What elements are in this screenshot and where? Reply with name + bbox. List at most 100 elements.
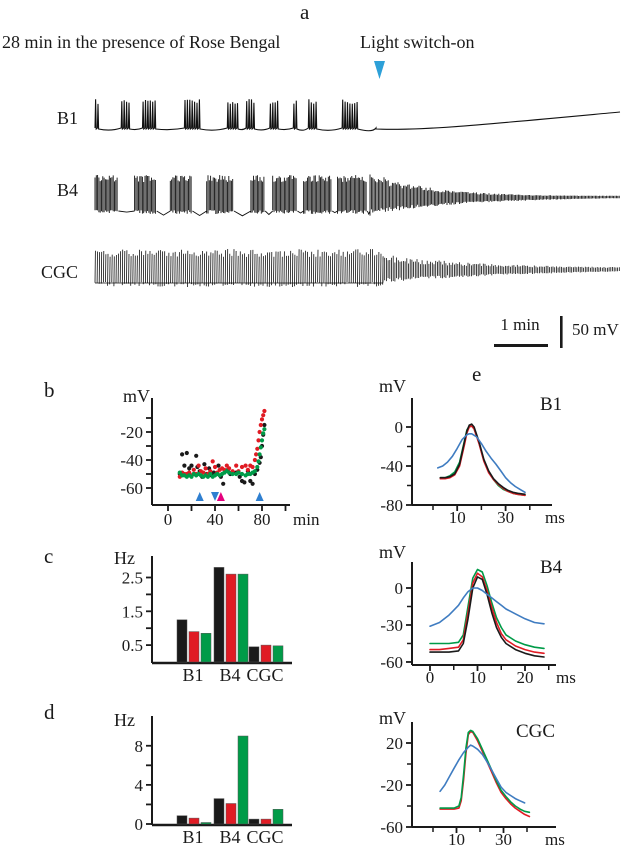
b-point-green: [236, 470, 241, 475]
b-point-black: [187, 466, 192, 471]
b-point-black: [194, 453, 199, 458]
d-bar-CGC-red: [260, 818, 272, 825]
b-point-black: [180, 452, 185, 457]
b-ytick-label: -40: [120, 451, 143, 470]
d-category-label: B4: [219, 827, 240, 847]
c-bar-CGC-green: [272, 645, 284, 663]
panel-b-scatter: mV -20 -40 -60 0 40 80 min: [120, 386, 320, 529]
b-xtick-label: 80: [254, 510, 271, 529]
c-ytick-label: 2.5: [122, 569, 143, 588]
b-point-red: [257, 429, 262, 435]
b-point-red: [258, 422, 263, 428]
e-xtick-label: 0: [426, 668, 435, 687]
e-plot-title: B4: [540, 557, 563, 578]
b-point-black: [184, 450, 189, 456]
cgc-trace: [94, 248, 620, 288]
e-curve-black: [439, 423, 526, 496]
e-ytick-label: -60: [380, 653, 403, 672]
b-point-red: [252, 457, 257, 463]
e-xtick-label: 10: [449, 508, 466, 527]
d-ytick-label: 4: [135, 776, 144, 795]
time-scalebar: [494, 344, 548, 347]
panel-d-letter: d: [44, 700, 55, 724]
e-curve-red: [429, 572, 545, 655]
e-ytick-label: -20: [380, 776, 403, 795]
b-point-red: [245, 467, 250, 472]
b-point-red: [250, 464, 255, 470]
d-bar-B4-black: [213, 798, 225, 825]
b-point-green: [239, 471, 245, 477]
b-point-green: [259, 438, 265, 443]
scalebar-time-label: 1 min: [500, 315, 540, 334]
c-ylabel: Hz: [114, 548, 135, 568]
c-ytick-label: 0.5: [122, 636, 143, 655]
b-point-black: [202, 462, 207, 467]
b-xlabel: min: [293, 510, 320, 529]
b-point-red: [254, 452, 259, 457]
panel-b-letter: b: [44, 378, 55, 402]
d-category-label: B1: [182, 827, 203, 847]
e-plot-title: CGC: [516, 721, 555, 742]
e-ytick-label: 20: [386, 734, 403, 753]
trace-label-b1: B1: [56, 108, 78, 128]
b4-trace: [94, 174, 620, 217]
b-point-red: [243, 463, 248, 468]
panel-c-bars: Hz 0.5 1.5 2.5 B1 B4 CGC: [114, 548, 292, 685]
e-ytick-label: 0: [395, 418, 404, 437]
d-category-label: CGC: [246, 827, 283, 847]
d-bar-B4-green: [237, 735, 249, 825]
b-point-black: [216, 463, 221, 468]
b-point-red: [212, 464, 218, 470]
b-point-red: [234, 463, 239, 468]
c-ytick-label: 1.5: [122, 602, 143, 621]
panel-e-plot-B1: mV B1 0 -40 -80 10 30 ms: [379, 376, 565, 527]
b-point-green: [205, 474, 210, 479]
panel-a-traces: [94, 61, 621, 348]
b-marker-up-icon: [255, 492, 264, 501]
b-point-black: [262, 422, 267, 428]
b-point-black: [237, 474, 242, 479]
light-switch-arrow-icon: [374, 61, 385, 79]
b-point-green: [227, 470, 232, 475]
panel-c-letter: c: [44, 544, 54, 568]
e-xlabel: ms: [556, 668, 576, 687]
b-point-red: [227, 466, 232, 471]
b-point-green: [261, 431, 266, 436]
d-ytick-label: 0: [135, 815, 144, 834]
b-point-black: [250, 481, 255, 486]
b-point-red: [224, 463, 229, 468]
b-point-red: [261, 413, 266, 418]
e-ytick-label: -40: [380, 457, 403, 476]
e-xtick-label: 20: [517, 668, 534, 687]
e-xtick-label: 30: [497, 508, 514, 527]
d-ylabel: Hz: [114, 710, 135, 730]
b-marker-up-icon: [195, 492, 204, 501]
b-point-red: [239, 464, 245, 470]
e-xlabel: ms: [545, 508, 565, 527]
b-xtick-label: 0: [164, 510, 173, 529]
e-xtick-label: 10: [469, 668, 486, 687]
b-point-black: [182, 463, 187, 468]
e-ytick-label: 0: [395, 579, 404, 598]
e-curve-green: [439, 729, 531, 814]
b1-trace: [94, 99, 621, 132]
light-switch-text: Light switch-on: [360, 32, 475, 52]
d-bar-B1-red: [188, 817, 200, 825]
b-point-red: [262, 408, 267, 414]
c-bar-B4-black: [213, 567, 225, 663]
e-xlabel: ms: [545, 830, 565, 849]
d-bar-B4-red: [225, 803, 237, 825]
e-plot-title: B1: [540, 394, 562, 415]
e-ytick-label: -60: [380, 818, 403, 837]
b-marker-up-icon: [216, 492, 225, 501]
e-ytick-label: -80: [380, 496, 403, 515]
b-point-red: [201, 470, 206, 475]
c-bar-B4-red: [225, 573, 237, 663]
b-point-green: [255, 464, 260, 470]
b-point-green: [256, 459, 261, 464]
b-point-green: [208, 471, 213, 477]
panel-e-plot-CGC: mV CGC 20 -20 -60 10 30 ms: [379, 708, 565, 849]
b-point-green: [177, 470, 182, 475]
